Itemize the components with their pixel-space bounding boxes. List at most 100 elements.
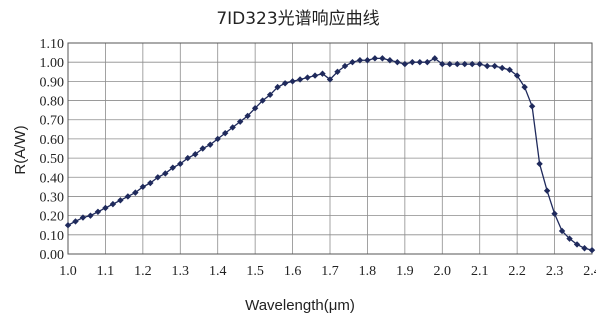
data-point bbox=[379, 55, 386, 62]
data-point bbox=[394, 58, 401, 66]
x-tick-label: 2.1 bbox=[471, 264, 489, 279]
y-tick-label: 0.40 bbox=[40, 171, 65, 186]
x-tick-label: 1.1 bbox=[97, 264, 115, 279]
data-point bbox=[371, 55, 379, 62]
data-point bbox=[386, 57, 394, 64]
data-point bbox=[259, 97, 266, 104]
data-point bbox=[588, 246, 596, 254]
x-tick-label: 1.7 bbox=[321, 264, 339, 279]
data-point bbox=[424, 58, 431, 66]
data-point bbox=[244, 112, 251, 120]
x-tick-label: 2.4 bbox=[583, 264, 596, 279]
data-point bbox=[296, 76, 304, 83]
data-point bbox=[341, 62, 349, 70]
data-point bbox=[364, 57, 371, 64]
data-point bbox=[236, 118, 244, 125]
series-group bbox=[64, 55, 596, 254]
data-point bbox=[536, 160, 543, 168]
data-point bbox=[356, 57, 364, 64]
plot-frame bbox=[67, 42, 593, 255]
data-point bbox=[64, 222, 72, 229]
data-point bbox=[281, 80, 289, 87]
data-point bbox=[528, 103, 536, 110]
y-tick-label: 0.50 bbox=[40, 152, 65, 167]
data-point bbox=[199, 145, 206, 152]
data-point bbox=[102, 204, 109, 212]
data-point bbox=[573, 241, 581, 248]
data-point bbox=[139, 183, 147, 191]
y-axis-ticks: 0.00 0.10 0.20 0.30 0.40 0.50 0.60 0.70 0.80 0.90… bbox=[40, 37, 65, 263]
data-point bbox=[94, 208, 102, 215]
data-point bbox=[484, 62, 491, 70]
data-point bbox=[469, 60, 476, 68]
data-point bbox=[506, 66, 513, 74]
data-point bbox=[192, 151, 199, 158]
data-point bbox=[162, 170, 169, 177]
data-point bbox=[401, 60, 409, 68]
data-point bbox=[439, 60, 446, 68]
data-point bbox=[551, 210, 558, 217]
data-point bbox=[319, 70, 326, 77]
x-tick-label: 1.9 bbox=[396, 264, 414, 279]
x-tick-label: 1.6 bbox=[284, 264, 302, 279]
data-point bbox=[117, 197, 124, 204]
data-point bbox=[177, 160, 184, 168]
data-point bbox=[79, 214, 87, 221]
data-point bbox=[498, 64, 506, 72]
y-tick-label: 1.10 bbox=[40, 37, 65, 52]
x-axis-ticks: 1.0 1.1 1.2 1.3 1.4 1.5 1.6 1.7 1.8 1.9 2.0 2.1 2.2 2… bbox=[59, 264, 596, 279]
data-point bbox=[169, 164, 176, 171]
data-point bbox=[184, 154, 191, 162]
data-point bbox=[289, 78, 296, 85]
data-point bbox=[491, 62, 498, 70]
data-point bbox=[266, 91, 274, 98]
data-point bbox=[154, 174, 162, 181]
y-tick-label: 0.30 bbox=[40, 190, 65, 205]
y-tick-label: 0.60 bbox=[40, 133, 65, 148]
x-axis-label: Wavelength(μm) bbox=[245, 297, 355, 314]
data-point bbox=[476, 60, 483, 68]
y-tick-label: 1.00 bbox=[40, 56, 65, 71]
data-point bbox=[72, 218, 79, 225]
x-tick-label: 1.5 bbox=[246, 264, 264, 279]
x-tick-label: 1.0 bbox=[59, 264, 77, 279]
data-point bbox=[543, 187, 551, 194]
data-point bbox=[416, 58, 424, 66]
data-point bbox=[521, 83, 528, 91]
data-point bbox=[431, 55, 438, 62]
x-tick-label: 2.0 bbox=[434, 264, 452, 279]
data-point bbox=[311, 72, 319, 79]
x-tick-label: 1.4 bbox=[209, 264, 227, 279]
data-point bbox=[214, 135, 221, 143]
data-point bbox=[274, 83, 281, 91]
y-tick-label: 0.10 bbox=[40, 229, 65, 244]
y-tick-label: 0.00 bbox=[40, 248, 65, 263]
y-tick-label: 0.90 bbox=[40, 75, 65, 90]
chart-title: 7ID323光谱响应曲线 bbox=[216, 9, 379, 29]
data-point bbox=[581, 245, 588, 252]
grid bbox=[67, 42, 593, 255]
y-tick-label: 0.80 bbox=[40, 95, 65, 110]
data-point bbox=[513, 72, 521, 79]
data-point bbox=[334, 68, 341, 75]
data-point bbox=[147, 179, 154, 187]
data-point bbox=[566, 235, 573, 242]
data-point bbox=[87, 212, 94, 219]
data-point bbox=[109, 200, 117, 208]
data-point bbox=[326, 76, 334, 83]
y-tick-label: 0.20 bbox=[40, 210, 65, 225]
data-point bbox=[349, 58, 356, 66]
x-tick-label: 1.3 bbox=[172, 264, 190, 279]
data-point bbox=[409, 58, 416, 66]
data-point bbox=[446, 60, 453, 68]
x-tick-label: 2.3 bbox=[546, 264, 564, 279]
data-point bbox=[222, 129, 229, 137]
data-point bbox=[461, 60, 468, 68]
data-point bbox=[229, 124, 236, 131]
x-tick-label: 2.2 bbox=[508, 264, 526, 279]
y-tick-label: 0.70 bbox=[40, 114, 65, 129]
x-tick-label: 1.2 bbox=[134, 264, 152, 279]
data-point bbox=[132, 189, 139, 196]
